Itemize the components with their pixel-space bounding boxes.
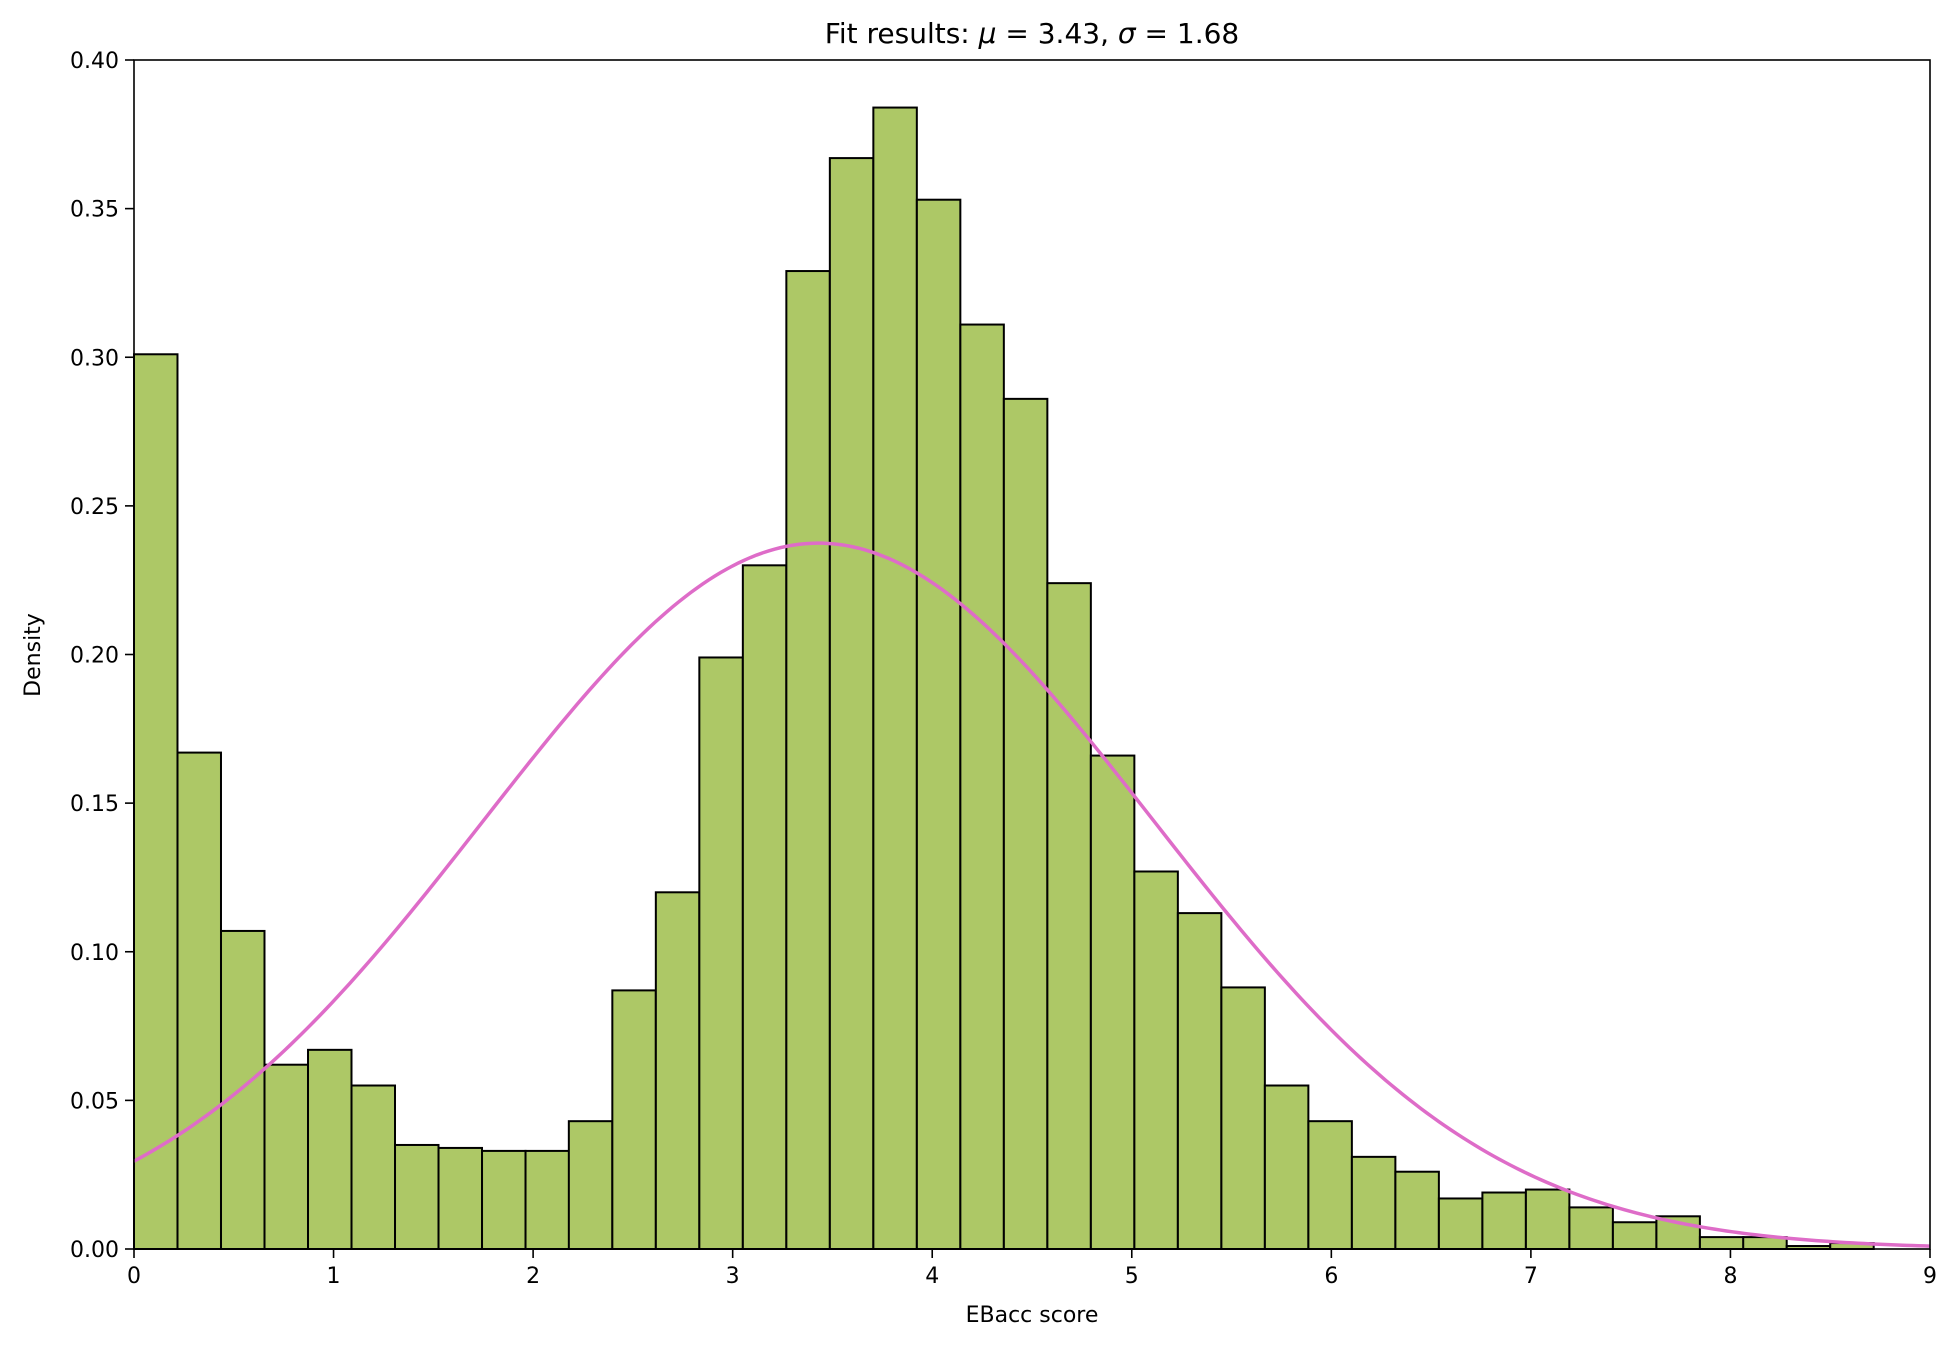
histogram-bar [1307,1120,1353,1250]
x-tick-label: 0 [127,1264,141,1289]
y-tick-label: 0.05 [70,1089,119,1114]
y-tick-label: 0.10 [70,941,119,966]
histogram-bar [1133,870,1179,1250]
histogram-bar [698,656,744,1250]
title-prefix: Fit results: [825,17,979,50]
histogram-bar [1568,1206,1614,1251]
histogram-bar [1437,1197,1484,1251]
histogram-bar [1176,912,1223,1250]
normal-fit-curve [133,541,1931,1248]
y-tick-label: 0.30 [70,346,119,371]
title-sigma-value: = 1.68 [1136,17,1240,50]
histogram-bar [1046,582,1092,1250]
x-tick-label: 9 [1923,1264,1937,1289]
x-tick-label: 7 [1524,1264,1538,1289]
histogram-bar [176,751,222,1251]
title-sigma-symbol: σ [1118,17,1137,50]
histogram-bar [481,1149,527,1250]
x-tick-label: 8 [1723,1264,1737,1289]
y-axis-label: Density [21,613,46,697]
y-tick-label: 0.25 [70,495,119,520]
x-tick-label: 1 [327,1264,341,1289]
x-axis-ticks: 0 1 2 3 4 5 6 7 8 9 [127,1249,1937,1289]
histogram-bar [1481,1191,1527,1250]
histogram-bar [959,323,1005,1250]
x-tick-label: 2 [526,1264,540,1289]
histogram-bar [872,106,918,1250]
x-tick-label: 6 [1324,1264,1338,1289]
histogram-bar [828,157,875,1250]
histogram-bar [1089,754,1136,1250]
histogram-bar [567,1120,614,1250]
histogram-bar [350,1084,396,1250]
title-mu-value: = 3.43, [996,17,1117,50]
x-axis-label: EBacc score [966,1303,1099,1328]
x-tick-label: 3 [726,1264,740,1289]
histogram-bar [915,198,962,1250]
histogram-bar [437,1146,484,1251]
y-axis-ticks: 0.00 0.05 0.10 0.15 0.20 0.25 0.30 0.35 0.40 [70,49,134,1263]
histogram-bars [133,106,1875,1251]
histogram-bar [263,1063,309,1250]
histogram-bar [1220,986,1266,1250]
histogram-bar [1611,1221,1658,1251]
x-tick-label: 5 [1125,1264,1139,1289]
histogram-bar [1002,397,1049,1250]
chart-title: Fit results: μ = 3.43, σ = 1.68 [825,17,1239,50]
histogram-bar [1698,1236,1745,1250]
y-tick-label: 0.40 [70,49,119,74]
histogram-bar [1263,1084,1310,1250]
y-tick-label: 0.35 [70,198,119,223]
histogram-bar [654,891,701,1250]
y-tick-label: 0.15 [70,792,119,817]
histogram-bar [394,1143,440,1251]
y-tick-label: 0.00 [70,1238,119,1263]
histogram-bar [133,353,179,1250]
histogram-bar [1394,1170,1440,1250]
histogram-bar [1350,1155,1397,1251]
histogram-bar [307,1048,353,1251]
histogram-bar [220,929,266,1250]
histogram-bar [524,1149,571,1250]
histogram-bar [741,564,788,1250]
histogram-bar [785,270,831,1250]
histogram-bar [1524,1188,1571,1251]
x-tick-label: 4 [925,1264,939,1289]
y-tick-label: 0.20 [70,644,119,669]
title-mu-symbol: μ [978,17,997,50]
histogram-bar [611,989,657,1251]
